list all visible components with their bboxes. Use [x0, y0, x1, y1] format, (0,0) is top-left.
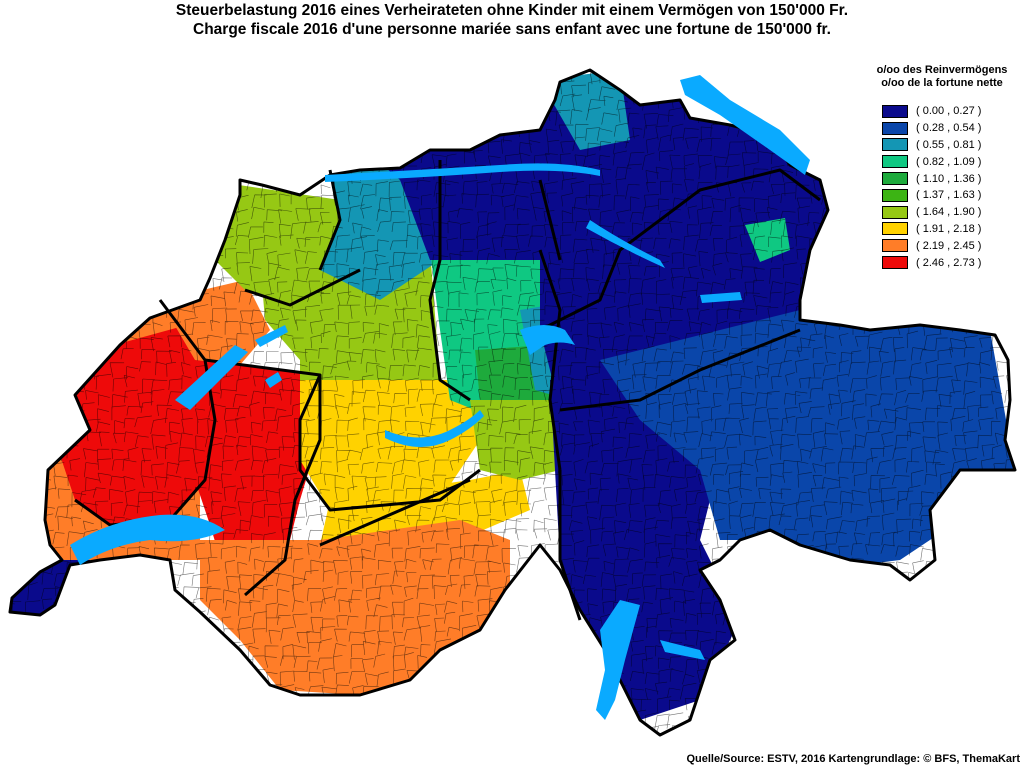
legend-item: ( 2.46 , 2.73 ) — [882, 254, 1022, 271]
legend-item: ( 1.10 , 1.36 ) — [882, 170, 1022, 187]
legend-label: ( 2.19 , 2.45 ) — [916, 239, 982, 252]
region-valais — [200, 520, 510, 695]
lake-constance — [680, 75, 810, 175]
lake-geneva — [70, 514, 225, 565]
lake-lugano — [660, 640, 705, 660]
lake-lucerne — [520, 325, 575, 355]
legend-label: ( 1.37 , 1.63 ) — [916, 189, 982, 202]
legend-label: ( 0.82 , 1.09 ) — [916, 155, 982, 168]
lake-zurich — [586, 220, 665, 268]
source-credit: Quelle/Source: ESTV, 2016 Kartengrundlag… — [686, 753, 1020, 765]
lake-walen — [700, 292, 742, 303]
legend-item: ( 0.55 , 0.81 ) — [882, 137, 1022, 154]
legend-swatch — [882, 188, 908, 202]
region-st-gallen-enclave — [745, 218, 790, 262]
map-title-german: Steuerbelastung 2016 eines Verheirateten… — [175, 2, 849, 19]
region-schaffhausen — [540, 70, 630, 150]
legend-label: ( 1.64 , 1.90 ) — [916, 206, 982, 219]
lake-biel — [255, 325, 288, 347]
map-legend: o/oo des Reinvermögens o/oo de la fortun… — [862, 64, 1022, 271]
legend-item: ( 2.19 , 2.45 ) — [882, 237, 1022, 254]
legend-item: ( 1.37 , 1.63 ) — [882, 187, 1022, 204]
legend-swatch — [882, 155, 908, 169]
legend-item: ( 0.28 , 0.54 ) — [882, 120, 1022, 137]
legend-label: ( 1.10 , 1.36 ) — [916, 172, 982, 185]
legend-swatch — [882, 256, 908, 270]
region-graubuenden — [600, 310, 1015, 570]
legend-swatch — [882, 239, 908, 253]
legend-swatch — [882, 138, 908, 152]
legend-label: ( 2.46 , 2.73 ) — [916, 256, 982, 269]
legend-item: ( 0.00 , 0.27 ) — [882, 103, 1022, 120]
map-title-french: Charge fiscale 2016 d'une personne marié… — [193, 21, 831, 38]
legend-heading-german: o/oo des Reinvermögens — [876, 64, 1008, 76]
legend-swatch — [882, 121, 908, 135]
legend-swatch — [882, 222, 908, 236]
legend-heading-french: o/oo de la fortune nette — [881, 77, 1003, 89]
river-rhine — [325, 163, 600, 182]
legend-label: ( 1.91 , 2.18 ) — [916, 222, 982, 235]
switzerland-border — [8, 68, 1017, 737]
lakes — [70, 75, 810, 720]
legend-item: ( 1.91 , 2.18 ) — [882, 221, 1022, 238]
legend-label: ( 0.00 , 0.27 ) — [916, 105, 982, 118]
legend-item: ( 1.64 , 1.90 ) — [882, 204, 1022, 221]
legend-label: ( 0.55 , 0.81 ) — [916, 138, 982, 151]
legend-items: ( 0.00 , 0.27 ) ( 0.28 , 0.54 ) ( 0.55 ,… — [882, 103, 1022, 271]
legend-label: ( 0.28 , 0.54 ) — [916, 122, 982, 135]
lake-maggiore — [596, 600, 640, 720]
legend-swatch — [882, 104, 908, 118]
legend-swatch — [882, 205, 908, 219]
legend-item: ( 0.82 , 1.09 ) — [882, 153, 1022, 170]
canton-borders — [74, 160, 821, 621]
region-vaud-central — [55, 320, 230, 525]
legend-swatch — [882, 172, 908, 186]
lake-thun-brienz — [385, 410, 484, 448]
lake-murten — [265, 372, 282, 388]
lake-neuchatel — [175, 345, 248, 410]
